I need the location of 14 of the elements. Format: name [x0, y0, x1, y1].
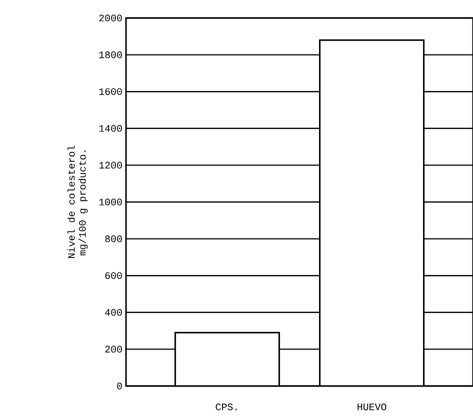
y-tick-label: 1000	[99, 198, 122, 206]
y-tick-label: 200	[105, 346, 122, 353]
y-tick-label: 600	[105, 272, 122, 279]
y-tick-label: 1200	[99, 162, 122, 169]
y-tick-label: 400	[105, 309, 122, 316]
x-tick-label: CPS.	[216, 404, 237, 410]
y-tick-label: 800	[105, 235, 122, 242]
y-axis-title: Nivel de colesterol mg/100 g producto.	[67, 146, 88, 258]
y-tick-label: 1400	[99, 125, 122, 132]
y-tick-label: 2000	[99, 14, 122, 22]
y-tick-label: 0	[117, 382, 122, 390]
x-tick-label: HUEVO	[358, 404, 386, 410]
y-tick-label: 1800	[99, 51, 122, 58]
y-tick-label: 1600	[99, 88, 122, 95]
